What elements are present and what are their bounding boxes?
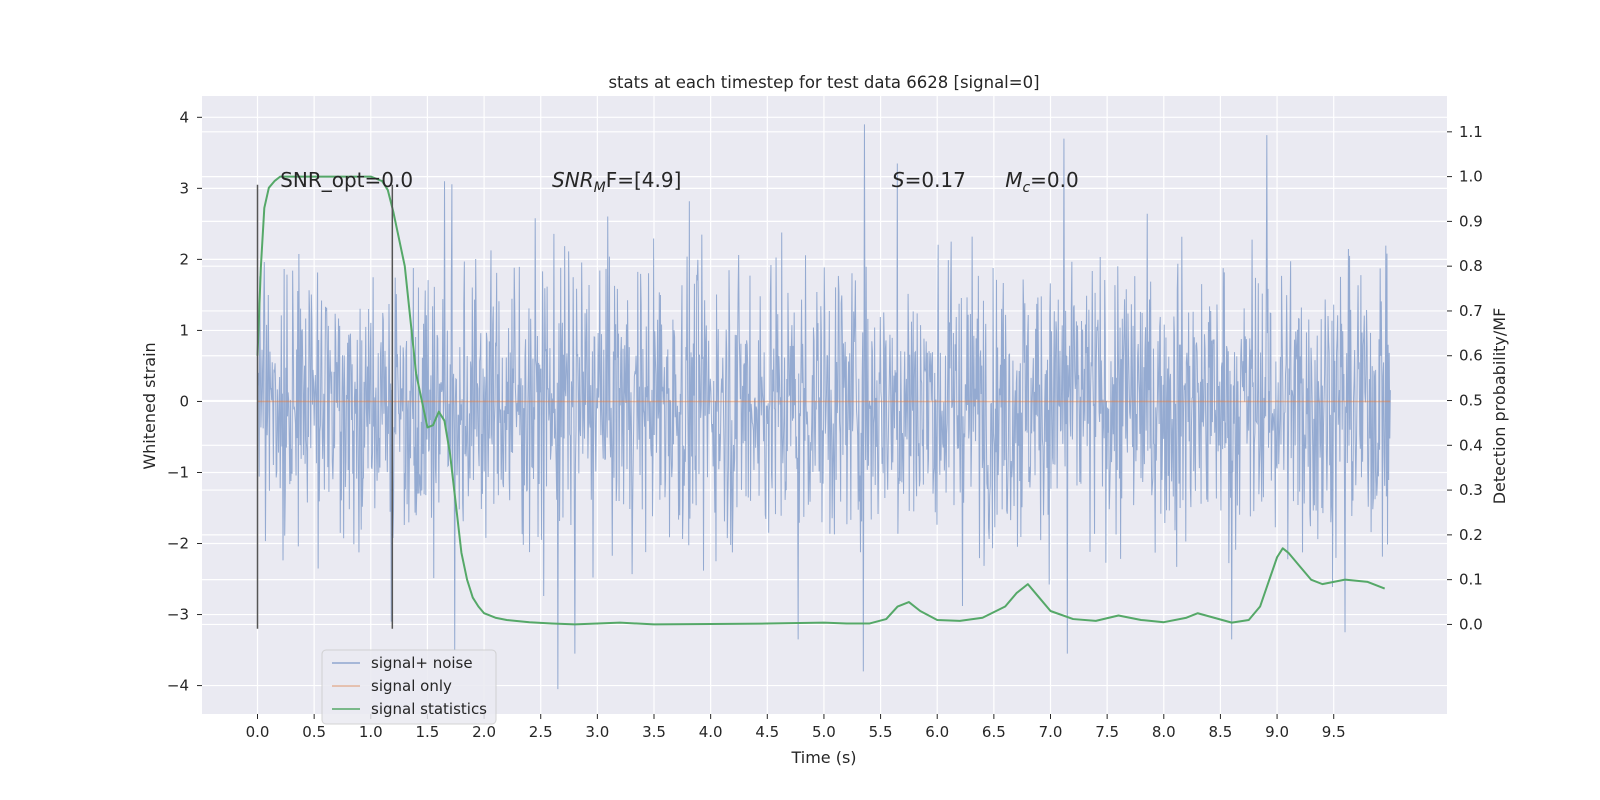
annotation-italic: SNR — [552, 168, 594, 192]
x-tick-label: 6.5 — [982, 723, 1006, 741]
right-y-tick-label: 0.3 — [1459, 481, 1483, 499]
x-tick-label: 6.0 — [925, 723, 949, 741]
right-y-tick-label: 0.6 — [1459, 347, 1483, 365]
right-y-tick-label: 0.7 — [1459, 302, 1483, 320]
left-y-tick-label: 4 — [179, 108, 189, 126]
vertical-markers — [256, 184, 394, 629]
right-y-tick-label: 0.4 — [1459, 436, 1483, 454]
legend-label-signal: signal only — [371, 677, 452, 695]
x-tick-label: 7.0 — [1039, 723, 1063, 741]
legend: signal+ noise signal only signal statist… — [321, 649, 497, 725]
left-y-tick-label: −2 — [167, 535, 189, 553]
series-lines — [256, 175, 1391, 626]
x-tick-label: 5.5 — [869, 723, 893, 741]
right-y-axis-ticks: 0.0 0.1 0.2 0.3 0.4 0.5 0.6 0.7 0.8 0.9 1.0 1.1 — [1447, 123, 1483, 633]
x-tick-label: 4.5 — [755, 723, 779, 741]
signal-statistics-line — [256, 175, 1386, 626]
x-tick-label: 2.5 — [529, 723, 553, 741]
left-y-tick-label: 1 — [179, 321, 189, 339]
x-tick-label: 0.0 — [246, 723, 270, 741]
right-y-tick-label: 0.2 — [1459, 526, 1483, 544]
left-y-tick-label: −4 — [167, 677, 189, 695]
left-y-tick-label: −3 — [167, 606, 189, 624]
annotation-value: =0.0 — [1030, 168, 1079, 192]
left-y-tick-label: 0 — [179, 392, 189, 410]
legend-label-noise: signal+ noise — [371, 654, 473, 672]
grid — [202, 96, 1447, 714]
annotation-subscript: c — [1022, 180, 1030, 196]
x-tick-label: 1.5 — [416, 723, 440, 741]
x-tick-label: 9.0 — [1265, 723, 1289, 741]
right-y-tick-label: 0.1 — [1459, 571, 1483, 589]
x-tick-label: 8.5 — [1209, 723, 1233, 741]
right-y-tick-label: 1.1 — [1459, 123, 1483, 141]
left-y-tick-label: 2 — [179, 250, 189, 268]
left-y-axis-ticks: −4 −3 −2 −1 0 1 2 3 4 — [167, 108, 202, 695]
right-y-tick-label: 0.0 — [1459, 615, 1483, 633]
x-tick-label: 8.0 — [1152, 723, 1176, 741]
x-axis-label: Time (s) — [790, 748, 856, 767]
x-tick-label: 0.5 — [302, 723, 326, 741]
right-y-tick-label: 0.8 — [1459, 257, 1483, 275]
annotation-plain: SNR_opt=0.0 — [280, 168, 413, 192]
right-y-tick-label: 0.9 — [1459, 212, 1483, 230]
x-tick-label: 4.0 — [699, 723, 723, 741]
annotations: SNR_opt=0.0 SNRMF=[4.9] S=0.17 Mc=0.0 — [280, 168, 1079, 196]
annotation-text: SNR_opt=0.0 — [280, 168, 413, 192]
annotation-value: =0.17 — [905, 168, 966, 192]
right-y-tick-label: 0.5 — [1459, 392, 1483, 410]
x-tick-label: 5.0 — [812, 723, 836, 741]
left-y-tick-label: 3 — [179, 179, 189, 197]
right-y-tick-label: 1.0 — [1459, 168, 1483, 186]
x-tick-label: 3.5 — [642, 723, 666, 741]
x-tick-label: 7.5 — [1095, 723, 1119, 741]
legend-label-stats: signal statistics — [371, 700, 487, 718]
annotation-subscript: M — [594, 180, 606, 196]
legend-box — [321, 649, 497, 725]
annotation-text: S=0.17 — [892, 168, 966, 192]
x-tick-label: 9.5 — [1322, 723, 1346, 741]
annotation-italic: M — [1005, 168, 1022, 192]
x-tick-label: 1.0 — [359, 723, 383, 741]
right-y-axis-label: Detection probability/MF — [1490, 308, 1509, 505]
annotation-text: SNRMF=[4.9] — [552, 168, 681, 196]
left-y-tick-label: −1 — [167, 463, 189, 481]
x-tick-label: 3.0 — [585, 723, 609, 741]
x-tick-label: 2.0 — [472, 723, 496, 741]
annotation-text: Mc=0.0 — [1005, 168, 1079, 196]
annotation-italic: S — [892, 168, 905, 192]
left-y-axis-label: Whitened strain — [140, 342, 159, 469]
x-axis-ticks: 0.0 0.5 1.0 1.5 2.0 2.5 3.0 3.5 4.0 4.5 5.0 5.5 6.0 6… — [246, 714, 1346, 741]
annotation-value: F=[4.9] — [606, 168, 682, 192]
chart-title: stats at each timestep for test data 662… — [608, 73, 1039, 92]
